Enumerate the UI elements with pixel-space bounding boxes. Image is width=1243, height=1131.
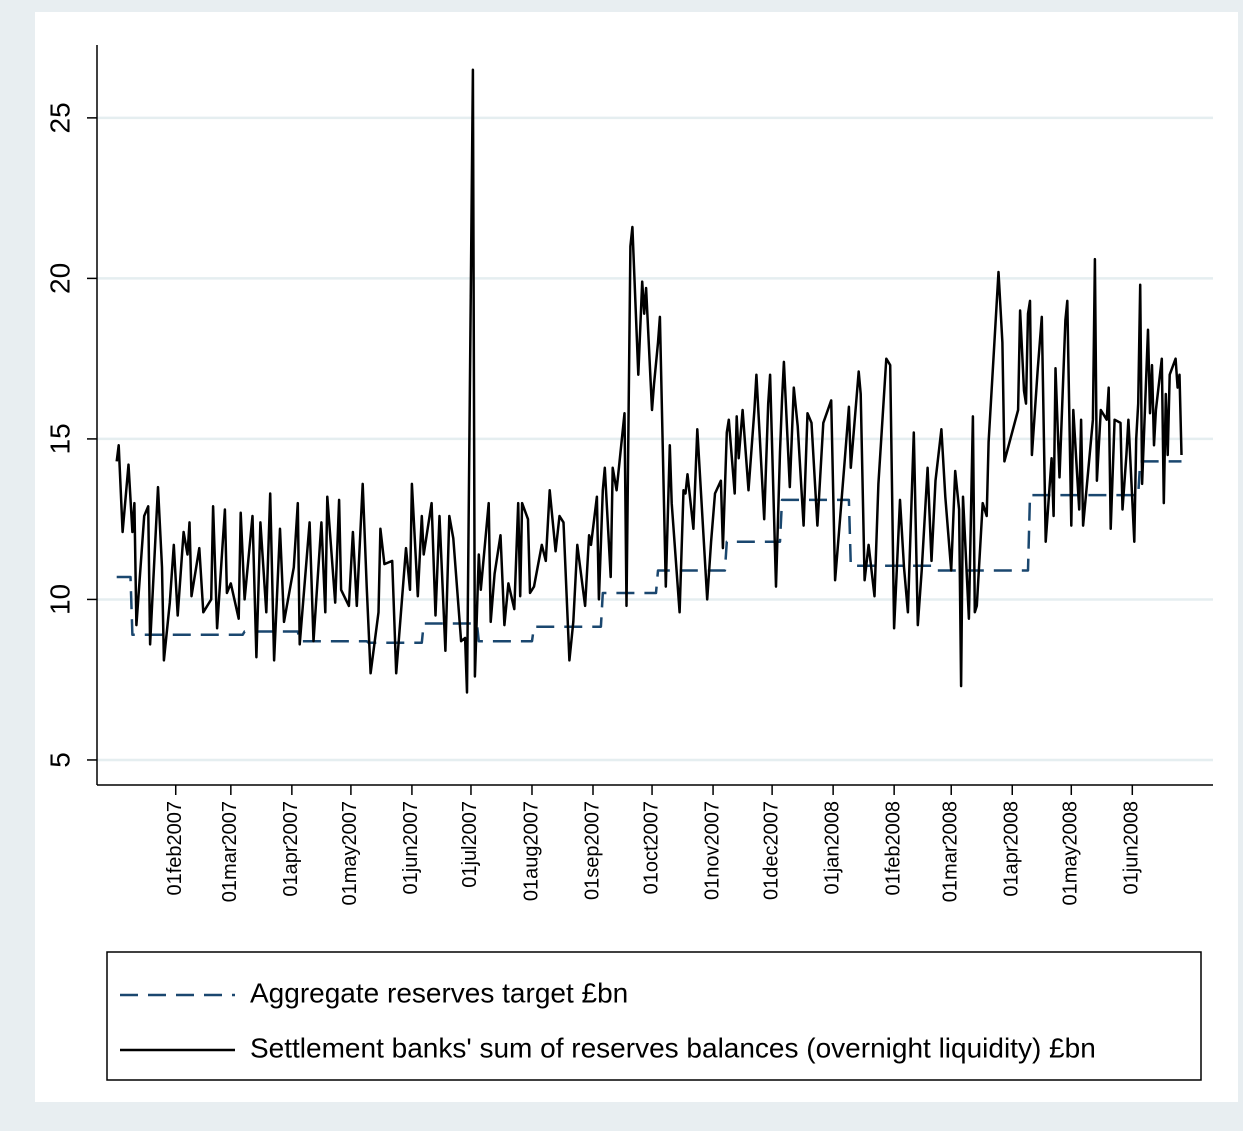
- x-tick-label: 01sep2007: [581, 801, 603, 900]
- x-tick-label: 01feb2007: [164, 801, 186, 896]
- y-tick-label: 10: [44, 584, 75, 615]
- x-tick-label: 01aug2007: [520, 801, 542, 901]
- legend-label: Settlement banks' sum of reserves balanc…: [250, 1032, 1096, 1063]
- x-tick-label: 01feb2008: [882, 801, 904, 896]
- x-tick-label: 01nov2007: [701, 801, 723, 900]
- legend: Aggregate reserves target £bn Settlement …: [120, 977, 1096, 1063]
- y-tick-label: 25: [44, 102, 75, 133]
- x-tick-label: 01apr2007: [280, 801, 302, 897]
- grid: [97, 116, 1213, 762]
- x-tick-label: 01may2007: [339, 801, 361, 906]
- series-line: [115, 68, 1183, 694]
- x-tick-label: 01jan2008: [821, 801, 843, 894]
- legend-label: Aggregate reserves target £bn: [250, 977, 628, 1008]
- x-tick-label: 01oct2007: [640, 801, 662, 894]
- x-tick-label: 01jul2007: [459, 801, 481, 888]
- series-line: [116, 460, 1182, 645]
- y-tick-label: 20: [44, 263, 75, 294]
- y-tick-label: 15: [44, 423, 75, 454]
- axes: 5 10 15 20 25 01feb2007 01mar2007 01apr2007 01ma…: [44, 102, 1142, 905]
- legend-box: [106, 951, 1202, 1081]
- x-tick-label: 01dec2007: [760, 801, 782, 900]
- x-tick-label: 01mar2007: [219, 801, 241, 902]
- x-tick-label: 01may2008: [1060, 801, 1082, 906]
- y-tick-label: 5: [44, 752, 75, 768]
- x-tick-label: 01mar2008: [940, 801, 962, 902]
- x-tick-label: 01jun2007: [400, 801, 422, 894]
- x-tick-label: 01apr2008: [1001, 801, 1023, 897]
- plot-background: [35, 12, 1238, 1102]
- series: [115, 68, 1183, 694]
- x-tick-label: 01jun2008: [1121, 801, 1143, 894]
